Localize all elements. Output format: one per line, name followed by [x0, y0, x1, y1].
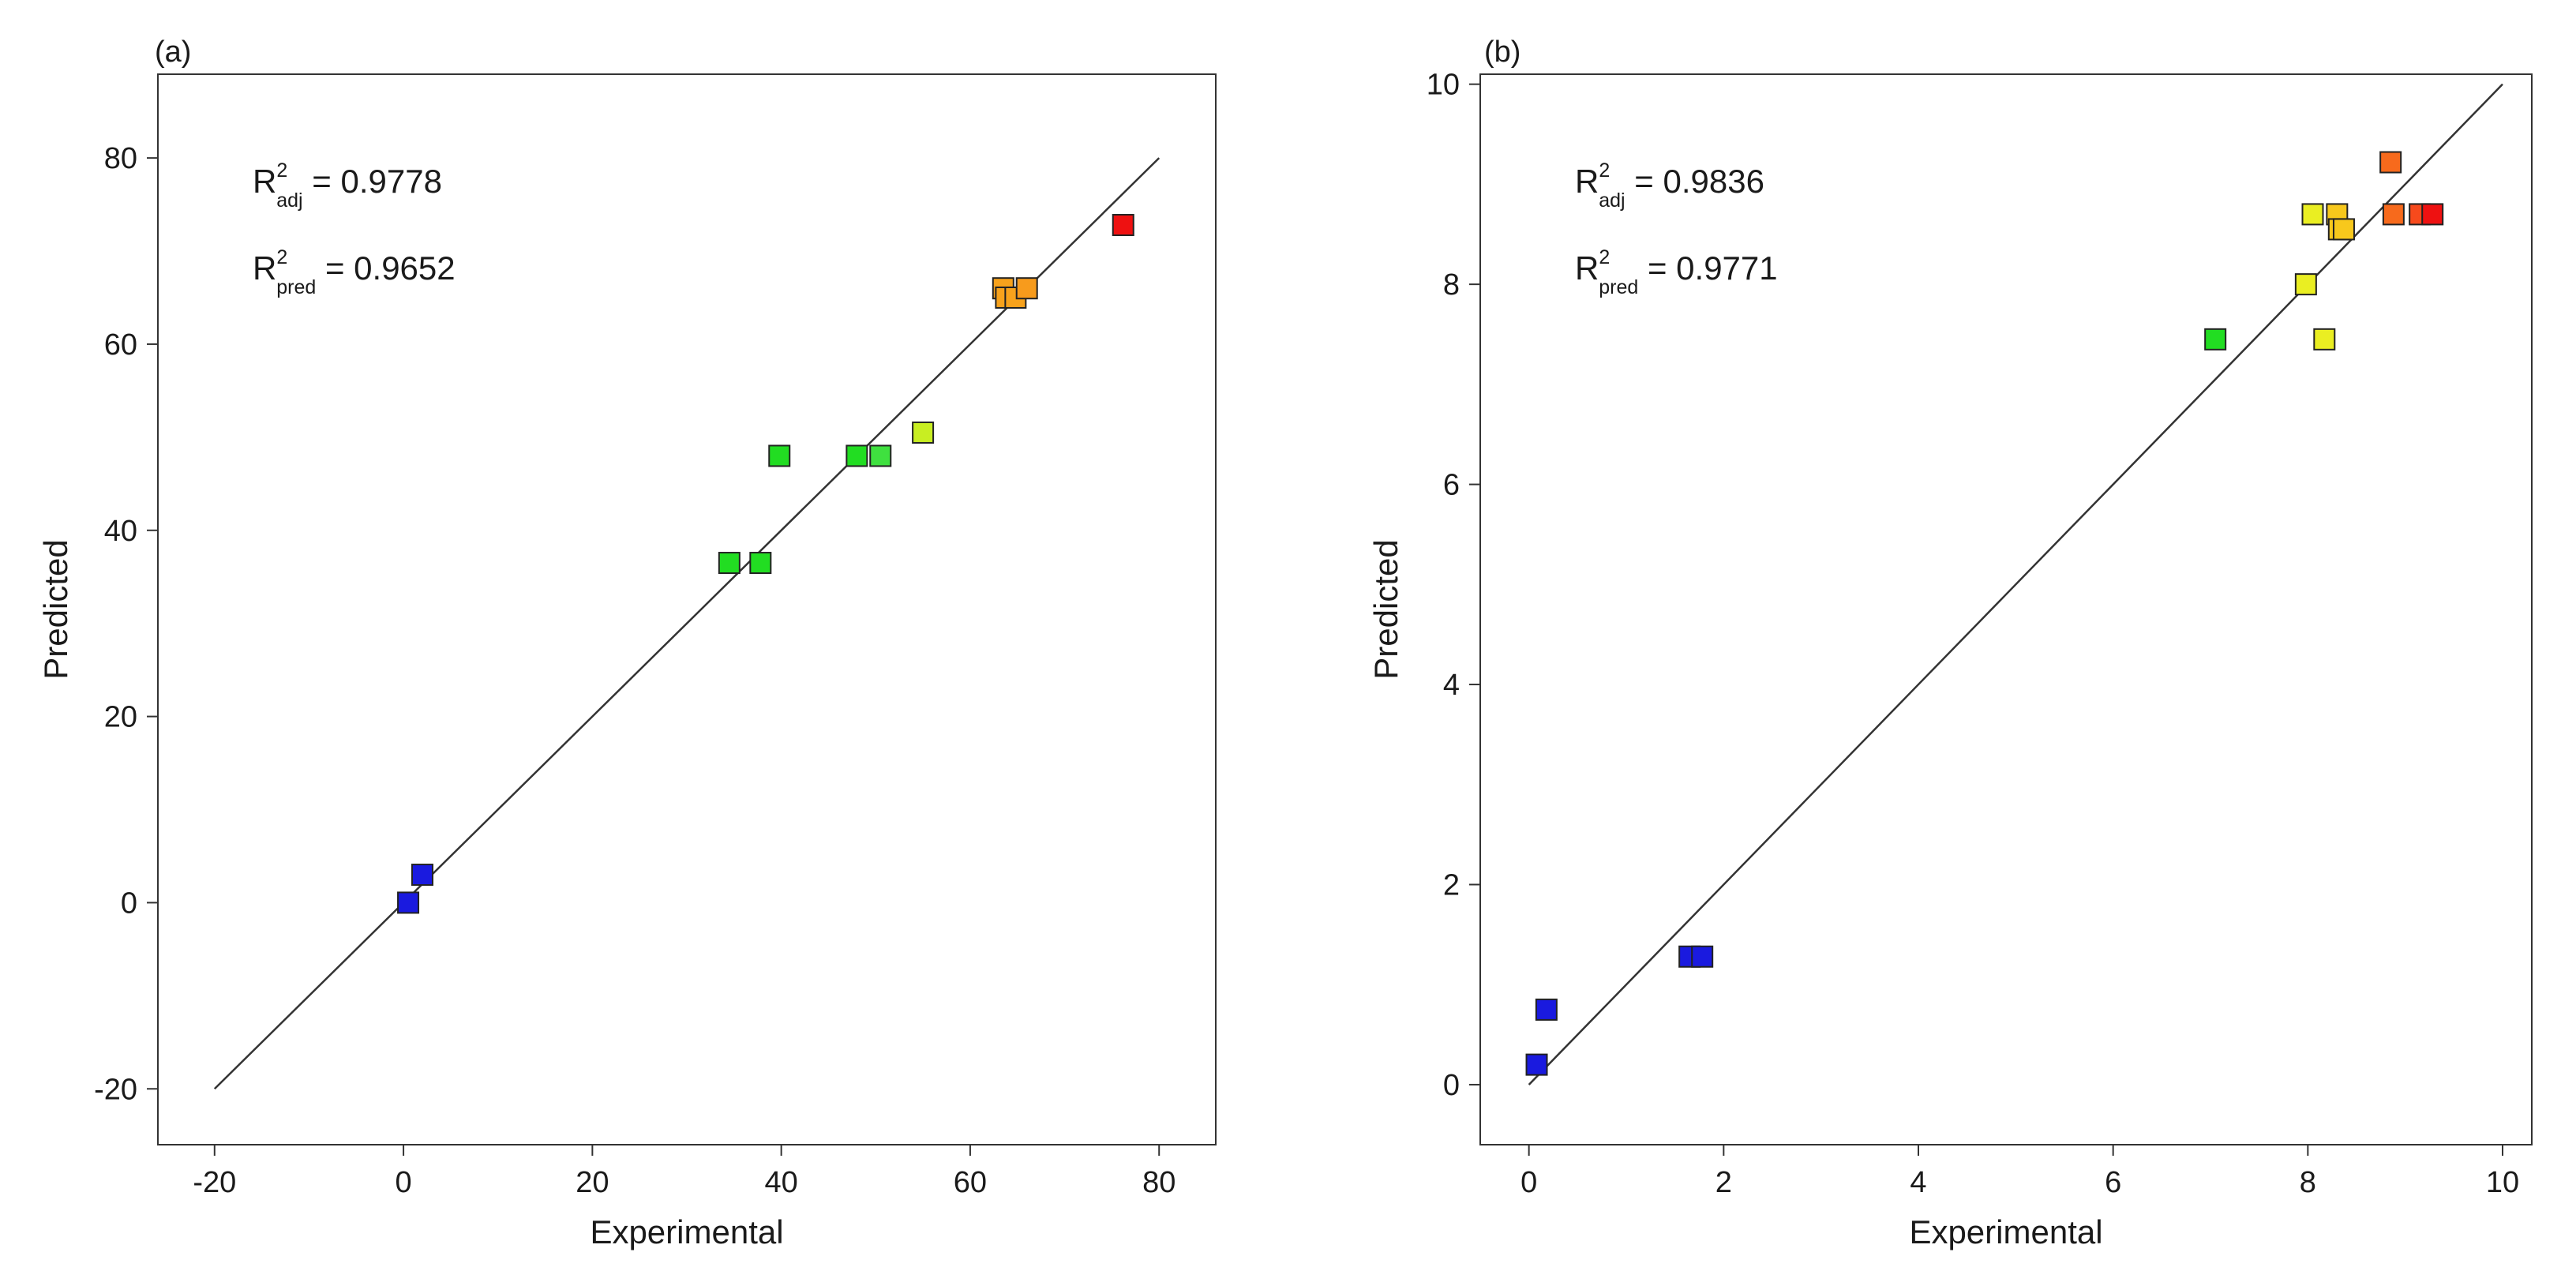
data-point	[2379, 151, 2402, 174]
data-point	[1691, 945, 1714, 968]
stat-base: R	[1575, 249, 1599, 287]
r-squared-annotation: R2 pred = 0.9652	[253, 246, 456, 298]
stat-value: = 0.9771	[1638, 249, 1777, 287]
r-squared-annotation: R2 adj = 0.9836	[1575, 159, 1764, 212]
data-point	[2301, 203, 2324, 226]
scatter-panel-a: (a) -20 0 20 40 60 80 -20 0 20 40 60 80 Experimental P…	[37, 36, 1217, 1250]
panel-label: (a)	[155, 36, 191, 69]
stat-subscript: adj	[276, 189, 302, 212]
stat-value: = 0.9778	[303, 163, 442, 200]
data-point	[397, 891, 420, 914]
y-tick-label: -20	[94, 1073, 137, 1106]
data-point	[869, 444, 892, 467]
y-tick-label: 2	[1443, 869, 1460, 902]
plot-frame	[1479, 73, 2533, 1145]
x-tick-label: 0	[1520, 1166, 1537, 1199]
x-axis-label: Experimental	[590, 1213, 783, 1250]
stat-superscript: 2	[276, 246, 287, 268]
data-point	[912, 421, 935, 444]
y-tick-label: 6	[1443, 469, 1460, 502]
stat-superscript: 2	[1599, 159, 1610, 182]
data-point	[1112, 214, 1134, 237]
stat-value: = 0.9836	[1625, 163, 1764, 200]
x-tick-label: 0	[396, 1166, 412, 1199]
panel-label: (b)	[1484, 36, 1520, 69]
scatter-panel-b: (b)0 2 4 6 8 100246810ExperimentalPredictedR2…	[1367, 36, 2533, 1250]
y-tick-label: 0	[121, 887, 137, 920]
data-point	[718, 552, 741, 575]
data-point	[2421, 203, 2444, 226]
data-point	[1015, 277, 1038, 300]
stat-base: R	[253, 249, 276, 287]
y-tick-label: 20	[104, 701, 137, 734]
fit-line	[1528, 83, 2503, 1085]
data-point	[1525, 1053, 1548, 1076]
data-point	[1535, 998, 1558, 1021]
x-tick-label: -20	[193, 1166, 236, 1199]
data-point	[411, 864, 433, 887]
data-point	[2382, 203, 2405, 226]
x-axis-label: Experimental	[1909, 1213, 2102, 1250]
x-tick-label: 80	[1142, 1166, 1176, 1199]
r-squared-annotation: R2 adj = 0.9778	[253, 159, 442, 212]
x-tick-label: 2	[1715, 1166, 1732, 1199]
stat-value: = 0.9652	[316, 249, 455, 287]
y-tick-label: 80	[104, 142, 137, 175]
x-tick-label: 6	[2105, 1166, 2121, 1199]
x-tick-label: 40	[765, 1166, 798, 1199]
y-tick-label: 10	[1427, 69, 1460, 102]
y-axis-label: Predicted	[37, 539, 74, 679]
x-tick-label: 10	[2486, 1166, 2519, 1199]
y-tick-label: 0	[1443, 1069, 1460, 1102]
plot-frame	[157, 73, 1217, 1145]
stat-subscript: adj	[1599, 189, 1625, 212]
y-tick-label: 8	[1443, 268, 1460, 302]
stat-base: R	[1575, 163, 1599, 200]
fit-line	[213, 157, 1161, 1090]
y-axis-label: Predicted	[1367, 539, 1404, 679]
data-point	[2332, 218, 2355, 241]
data-point	[2204, 328, 2227, 351]
y-tick-label: 4	[1443, 669, 1460, 702]
x-tick-label: 60	[954, 1166, 987, 1199]
x-tick-label: 8	[2300, 1166, 2316, 1199]
stat-subscript: pred	[1599, 276, 1638, 298]
data-point	[768, 444, 791, 467]
data-point	[749, 552, 772, 575]
data-point	[2313, 328, 2336, 351]
stat-subscript: pred	[276, 276, 316, 298]
r-squared-annotation: R2 pred = 0.9771	[1575, 246, 1778, 298]
data-point	[2294, 273, 2317, 296]
stat-base: R	[253, 163, 276, 200]
y-tick-label: 60	[104, 328, 137, 362]
x-tick-label: 4	[1910, 1166, 1926, 1199]
x-tick-label: 20	[576, 1166, 609, 1199]
stat-superscript: 2	[276, 159, 287, 182]
y-tick-label: 40	[104, 515, 137, 548]
stat-superscript: 2	[1599, 246, 1610, 268]
data-point	[846, 444, 868, 467]
